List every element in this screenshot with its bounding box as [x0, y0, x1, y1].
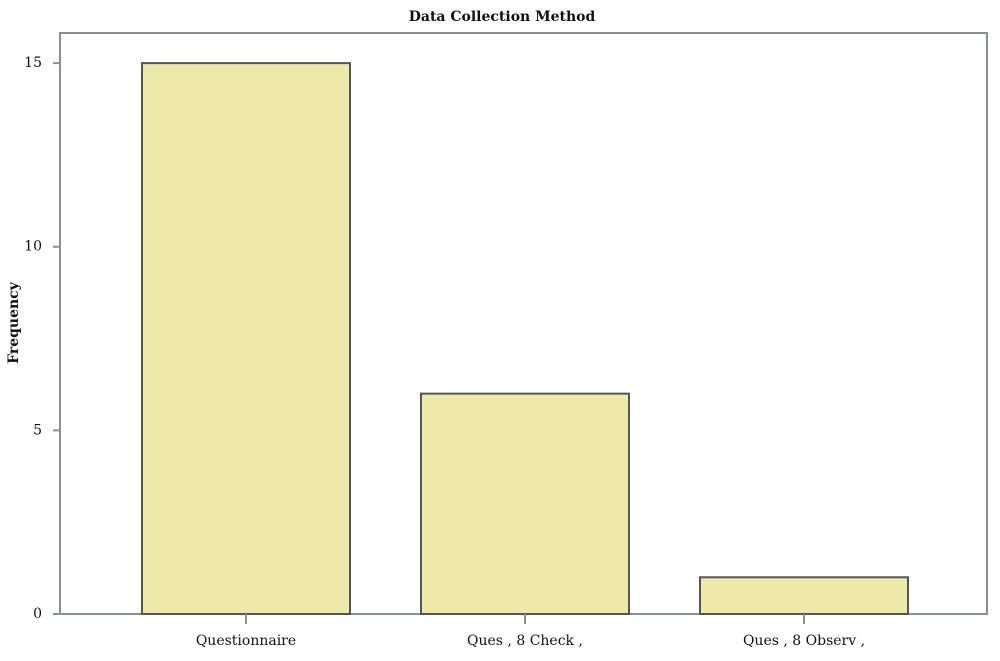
x-tick-label: Questionnaire: [196, 633, 296, 649]
x-tick-label: Ques , 8 Check ,: [467, 633, 583, 649]
chart-title: Data Collection Method: [409, 9, 596, 25]
y-tick-label: 15: [24, 55, 42, 71]
y-axis-label: Frequency: [6, 281, 22, 364]
y-tick-label: 5: [33, 422, 42, 438]
y-tick-label: 10: [24, 239, 42, 255]
bar: [420, 392, 630, 616]
bar: [141, 62, 351, 615]
x-tick-label: Ques , 8 Observ ,: [743, 633, 865, 649]
bar: [699, 576, 909, 616]
y-tick-label: 0: [33, 606, 42, 622]
